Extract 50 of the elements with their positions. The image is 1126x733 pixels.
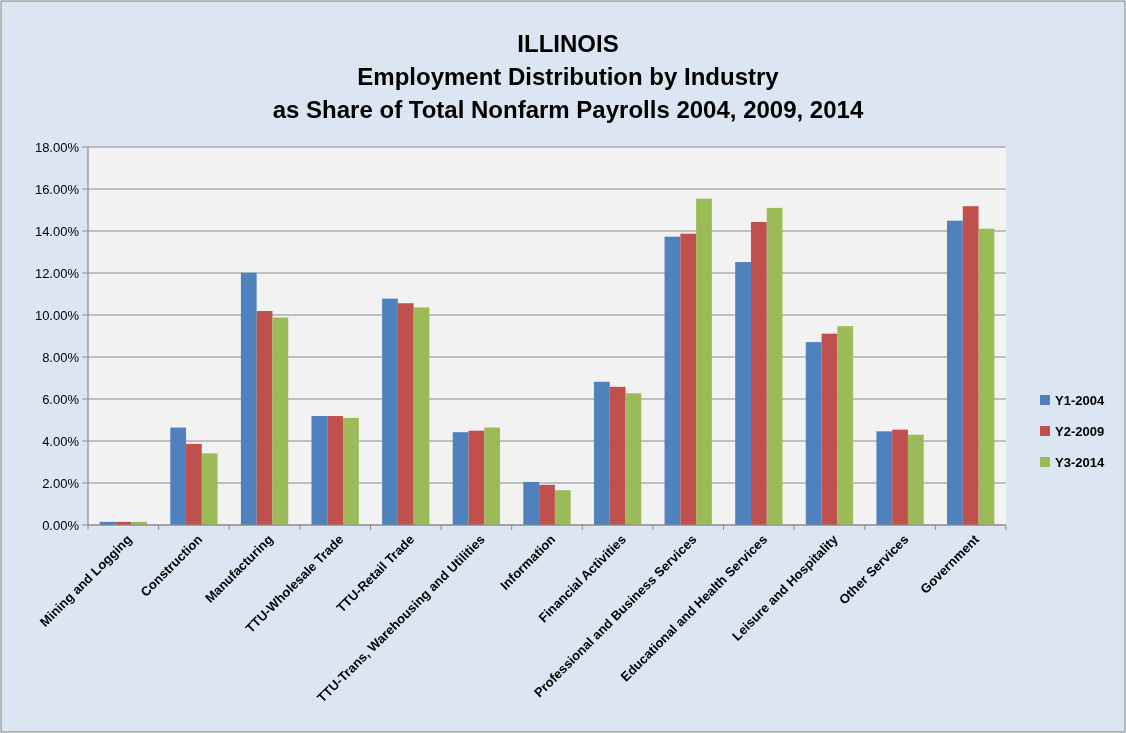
- bar: [805, 342, 822, 525]
- bar: [484, 427, 501, 525]
- bar: [876, 431, 893, 525]
- bar: [452, 432, 469, 525]
- bar: [907, 434, 924, 525]
- y-tick-label: 12.00%: [34, 265, 80, 281]
- bar: [680, 233, 697, 525]
- legend-label: Y1-2004: [1055, 392, 1105, 408]
- bar: [343, 417, 359, 525]
- bar: [593, 381, 610, 525]
- bar: [397, 303, 414, 525]
- bar: [240, 272, 257, 525]
- bar: [170, 427, 187, 525]
- y-tick-label: 2.00%: [42, 475, 80, 491]
- legend-label: Y3-2014: [1055, 454, 1105, 470]
- bar: [327, 416, 344, 525]
- bar: [413, 307, 430, 525]
- bar: [311, 416, 328, 525]
- bar: [609, 386, 626, 525]
- bar: [468, 430, 485, 525]
- y-tick-label: 8.00%: [42, 349, 80, 365]
- bar: [962, 206, 979, 525]
- bar: [523, 481, 540, 525]
- bar: [821, 333, 838, 525]
- bar: [696, 198, 712, 525]
- bar: [837, 326, 854, 525]
- legend-label: Y2-2009: [1055, 423, 1105, 439]
- bar: [735, 262, 751, 525]
- y-tick-label: 0.00%: [42, 517, 80, 533]
- y-tick-label: 6.00%: [42, 391, 80, 407]
- bar: [892, 429, 908, 525]
- bar: [256, 311, 273, 525]
- chart-title: ILLINOIS Employment Distribution by Industry as Share of Total Nonfarm Payrolls 2004, 2009, 2014: [272, 30, 864, 123]
- y-tick-label: 10.00%: [34, 307, 80, 323]
- bar: [272, 317, 289, 525]
- bar: [382, 298, 398, 525]
- bar: [186, 443, 202, 525]
- y-tick-label: 14.00%: [34, 223, 80, 239]
- bar: [750, 221, 767, 525]
- bar: [554, 490, 571, 525]
- bar: [664, 236, 681, 525]
- bar: [201, 453, 218, 525]
- bar: [947, 220, 963, 525]
- bar: [625, 393, 642, 525]
- bar: [539, 484, 555, 525]
- bar: [766, 207, 783, 525]
- bar: [978, 228, 995, 525]
- y-tick-label: 16.00%: [34, 181, 80, 197]
- y-tick-label: 4.00%: [42, 433, 80, 449]
- y-tick-label: 18.00%: [34, 139, 80, 155]
